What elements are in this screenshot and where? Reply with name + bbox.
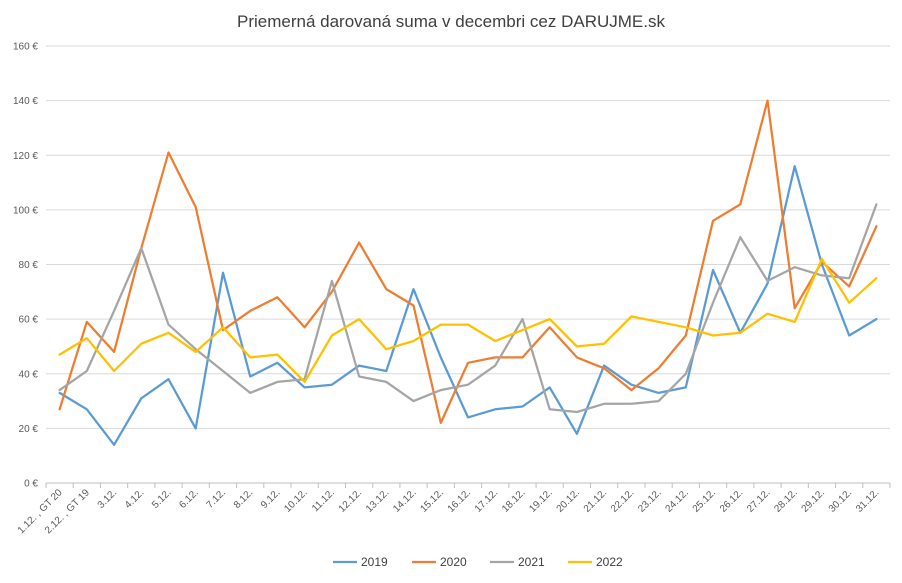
series-line-2019 <box>58 165 878 446</box>
legend-label-2021: 2021 <box>518 555 545 569</box>
y-tick-label: 140 € <box>13 96 38 107</box>
series-line-2020 <box>58 99 878 425</box>
legend-label-2020: 2020 <box>440 555 467 569</box>
x-tick-label: 15.12. <box>418 487 445 514</box>
series-line-2022 <box>58 257 878 384</box>
y-tick-label: 120 € <box>13 151 38 162</box>
x-tick-label: 10.12. <box>282 487 309 514</box>
series-line-2021 <box>58 203 878 414</box>
y-tick-label: 60 € <box>19 315 39 326</box>
y-tick-label: 20 € <box>19 424 39 435</box>
legend: 2019 2020 2021 2022 <box>333 555 623 569</box>
x-tick-label: 6.12. <box>177 487 201 511</box>
x-tick-label: 16.12. <box>446 487 473 514</box>
legend-label-2022: 2022 <box>596 555 623 569</box>
x-tick-label: 12.12. <box>337 487 364 514</box>
x-tick-label: 26.12. <box>718 487 745 514</box>
x-tick-label: 24.12. <box>663 487 690 514</box>
x-tick-label: 29.12. <box>800 487 827 514</box>
y-axis-tick-labels: 0 € 20 € 40 € 60 € 80 € 100 € 120 € 140 € 160 € <box>13 42 38 490</box>
series-lines <box>58 99 878 446</box>
y-tick-label: 100 € <box>13 205 38 216</box>
x-tick-label: 23.12. <box>636 487 663 514</box>
x-tick-label: 4.12. <box>123 487 147 511</box>
x-tick-label: 21.12. <box>582 487 609 514</box>
x-tick-label: 14.12. <box>391 487 418 514</box>
x-tick-label: 25.12. <box>691 487 718 514</box>
x-tick-label: 31.12. <box>854 487 881 514</box>
x-tick-label: 11.12. <box>310 487 337 514</box>
x-tick-label: 20.12. <box>555 487 582 514</box>
x-tick-label: 17.12. <box>473 487 500 514</box>
x-tick-label: 19.12. <box>527 487 554 514</box>
y-tick-label: 80 € <box>19 260 39 271</box>
grid-lines <box>46 45 890 429</box>
y-tick-label: 0 € <box>24 479 38 490</box>
legend-label-2019: 2019 <box>361 555 388 569</box>
y-tick-label: 40 € <box>19 369 39 380</box>
x-tick-label: 7.12. <box>205 487 229 511</box>
y-tick-label: 160 € <box>13 42 38 53</box>
x-tick-label: 27.12. <box>745 487 772 514</box>
x-tick-label: 5.12. <box>150 487 174 511</box>
x-tick-label: 9.12. <box>259 487 283 511</box>
chart-title: Priemerná darovaná suma v decembri cez D… <box>237 12 665 31</box>
x-tick-label: 8.12. <box>232 487 256 511</box>
x-tick-label: 18.12. <box>500 487 527 514</box>
x-tick-label: 22.12. <box>609 487 636 514</box>
x-axis-tick-labels: 1.12. , GT 202.12. , GT 19 3.12. 4.12. 5.12… <box>16 487 882 536</box>
x-tick-label: 13.12. <box>364 487 391 514</box>
x-axis <box>45 482 891 488</box>
x-tick-label: 30.12. <box>827 487 854 514</box>
x-tick-label: 3.12. <box>96 487 120 511</box>
x-tick-label: 28.12. <box>772 487 799 514</box>
